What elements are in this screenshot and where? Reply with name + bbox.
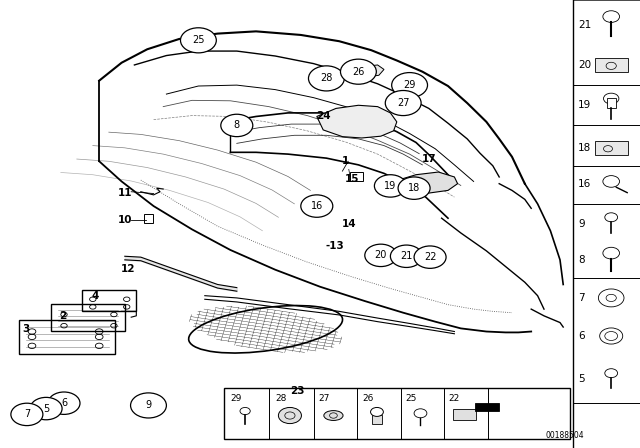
Circle shape <box>308 66 344 91</box>
Text: 22: 22 <box>424 252 436 262</box>
Circle shape <box>131 393 166 418</box>
Circle shape <box>30 397 62 420</box>
Circle shape <box>221 114 253 137</box>
Circle shape <box>398 177 430 199</box>
Text: 8: 8 <box>578 255 584 265</box>
Text: 28: 28 <box>275 394 287 403</box>
Bar <box>224 388 570 439</box>
Text: 18: 18 <box>578 143 591 153</box>
Text: 1: 1 <box>342 156 349 166</box>
Text: 24: 24 <box>316 112 330 121</box>
Polygon shape <box>317 105 397 138</box>
Circle shape <box>385 90 421 116</box>
Text: 20: 20 <box>578 60 591 70</box>
Bar <box>82 290 136 311</box>
Text: 12: 12 <box>121 264 135 274</box>
Text: 29: 29 <box>403 80 416 90</box>
Text: 26: 26 <box>362 394 374 403</box>
Circle shape <box>392 73 428 98</box>
Circle shape <box>48 392 80 414</box>
Text: 23: 23 <box>291 386 305 396</box>
Text: 5: 5 <box>578 374 584 383</box>
Bar <box>229 120 239 126</box>
Text: 10: 10 <box>118 215 132 224</box>
Text: 00188504: 00188504 <box>545 431 584 440</box>
Ellipse shape <box>324 410 343 420</box>
Polygon shape <box>353 65 384 77</box>
Circle shape <box>322 75 331 82</box>
Circle shape <box>414 246 446 268</box>
Circle shape <box>180 28 216 53</box>
Ellipse shape <box>189 306 342 353</box>
Text: 4: 4 <box>91 291 99 301</box>
Text: 6: 6 <box>61 398 67 408</box>
Text: 5: 5 <box>43 404 49 414</box>
Text: 8: 8 <box>234 121 240 130</box>
Text: 16: 16 <box>578 179 591 189</box>
Text: 28: 28 <box>320 73 333 83</box>
Text: 20: 20 <box>374 250 387 260</box>
Text: 9: 9 <box>578 219 584 229</box>
Text: 7: 7 <box>24 409 30 419</box>
Text: 21: 21 <box>578 20 591 30</box>
Text: 25: 25 <box>192 35 205 45</box>
Bar <box>475 403 499 411</box>
Bar <box>144 214 153 223</box>
Text: 2: 2 <box>59 311 67 321</box>
Bar <box>350 172 363 181</box>
Text: 11: 11 <box>118 188 132 198</box>
Polygon shape <box>384 172 458 194</box>
Text: 26: 26 <box>352 67 365 77</box>
Circle shape <box>278 408 301 424</box>
Text: 14: 14 <box>342 219 356 229</box>
Bar <box>51 304 125 331</box>
Text: 27: 27 <box>397 98 410 108</box>
Text: 25: 25 <box>406 394 417 403</box>
Bar <box>607 98 616 108</box>
Text: 6: 6 <box>578 331 584 341</box>
Bar <box>372 415 382 424</box>
Text: -13: -13 <box>326 241 345 251</box>
Text: 9: 9 <box>145 401 152 410</box>
Text: 27: 27 <box>319 394 330 403</box>
Text: 22: 22 <box>448 394 460 403</box>
Circle shape <box>340 59 376 84</box>
Text: 17: 17 <box>422 154 436 164</box>
Text: 15: 15 <box>345 174 359 184</box>
Text: 19: 19 <box>384 181 397 191</box>
Bar <box>453 409 476 420</box>
Text: 19: 19 <box>578 100 591 110</box>
Bar <box>19 320 115 354</box>
Circle shape <box>365 244 397 267</box>
Text: 18: 18 <box>408 183 420 193</box>
Circle shape <box>301 195 333 217</box>
Circle shape <box>11 403 43 426</box>
Text: 7: 7 <box>578 293 584 303</box>
Circle shape <box>374 175 406 197</box>
Text: 16: 16 <box>310 201 323 211</box>
Text: 3: 3 <box>22 324 29 334</box>
Circle shape <box>371 408 383 417</box>
Bar <box>595 58 628 72</box>
Text: 29: 29 <box>230 394 242 403</box>
Circle shape <box>390 245 422 267</box>
Bar <box>595 141 628 155</box>
Text: 21: 21 <box>400 251 413 261</box>
